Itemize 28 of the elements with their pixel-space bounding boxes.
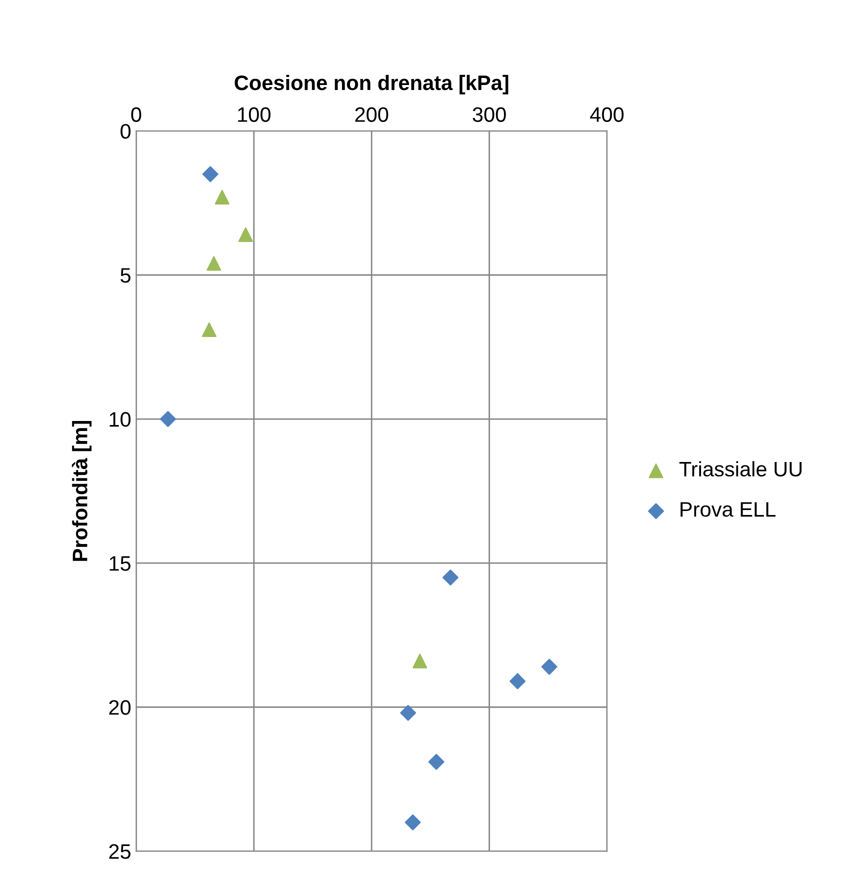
point xyxy=(202,166,218,182)
x-tick-label: 0 xyxy=(131,107,142,122)
legend-label: Prova ELL xyxy=(680,502,776,517)
y-tick-label: 20 xyxy=(109,700,131,715)
point xyxy=(541,658,558,675)
point xyxy=(238,227,253,242)
point xyxy=(214,190,230,204)
x-axis-title: Coesione non drenata [kPa] xyxy=(234,74,508,94)
point xyxy=(404,814,421,830)
x-tick-label: 200 xyxy=(355,107,388,122)
x-tick-label: 100 xyxy=(238,107,270,122)
y-tick-label: 25 xyxy=(109,844,130,859)
point xyxy=(206,256,222,271)
y-tick-label: 0 xyxy=(120,124,131,139)
point xyxy=(412,654,428,668)
point xyxy=(510,673,526,690)
point xyxy=(160,411,176,428)
x-tick-label: 400 xyxy=(590,107,624,122)
point xyxy=(442,570,458,586)
y-tick-label: 15 xyxy=(110,556,130,571)
point xyxy=(428,754,444,770)
legend-label: Triassiale UU xyxy=(679,461,802,477)
point xyxy=(400,704,416,721)
y-tick-label: 10 xyxy=(110,412,131,427)
y-tick-label: 5 xyxy=(120,268,130,283)
x-tick-label: 300 xyxy=(472,107,506,122)
y-axis-title: Profondità [m] xyxy=(72,421,92,561)
point xyxy=(202,322,216,338)
